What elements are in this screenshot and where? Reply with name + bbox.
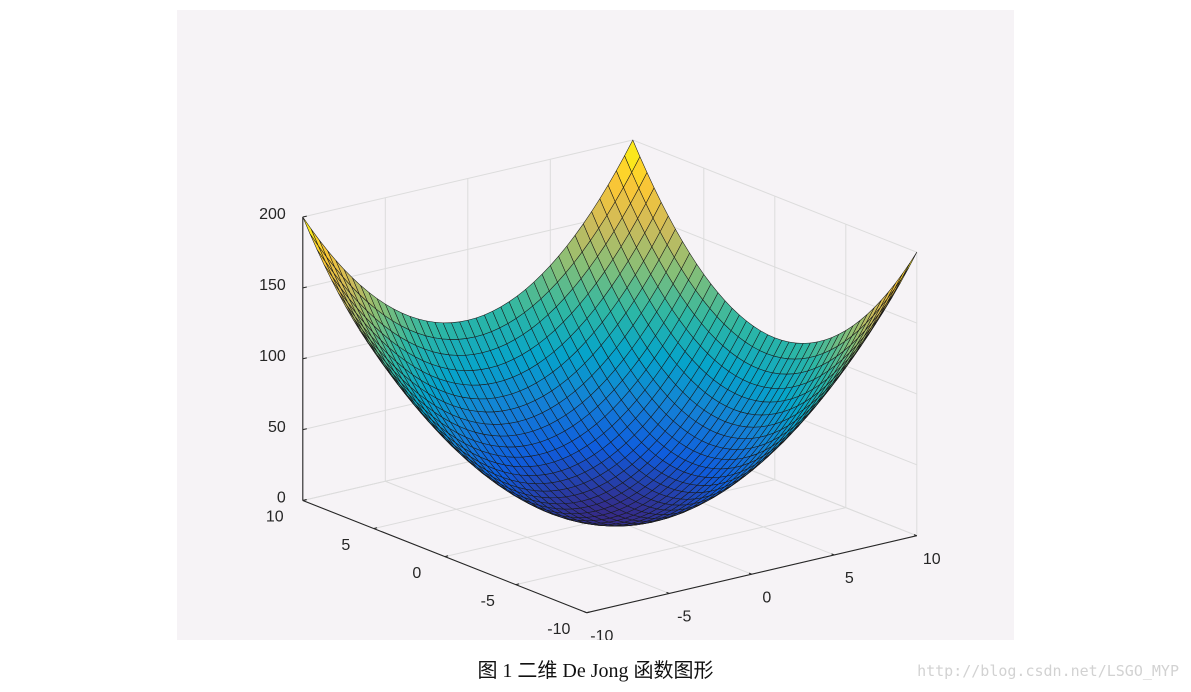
z-tick-mark (302, 499, 307, 502)
watermark: http://blog.csdn.net/LSGO_MYP (917, 662, 1179, 680)
z-tick-label: 100 (259, 348, 286, 365)
z-tick-label: 150 (259, 277, 286, 294)
y-tick-mark (515, 583, 520, 586)
y-tick-label: -5 (481, 593, 495, 610)
x-tick-label: -10 (590, 628, 613, 640)
y-tick-mark (444, 555, 449, 558)
y-tick-label: -10 (547, 621, 570, 638)
z-tick-mark (302, 215, 307, 218)
z-tick-label: 0 (277, 490, 286, 507)
x-tick-mark (831, 553, 835, 556)
grid-line (302, 139, 633, 218)
y-tick-mark (373, 527, 378, 530)
surface-mesh (302, 139, 918, 527)
x-tick-mark (913, 534, 918, 537)
x-tick-label: 10 (923, 551, 941, 568)
y-tick-label: 0 (412, 565, 421, 582)
x-tick-label: 5 (845, 570, 854, 587)
grid-line (302, 210, 633, 289)
grid-line (632, 139, 917, 253)
y-tick-label: 10 (266, 509, 284, 526)
x-tick-label: -5 (677, 609, 691, 626)
y-tick-mark (586, 611, 591, 614)
z-tick-label: 50 (268, 419, 286, 436)
z-tick-mark (302, 286, 307, 289)
figure-caption: 图 1 二维 De Jong 函数图形 (477, 660, 714, 682)
plot-area: -10 -5 0 5 10 -10 -5 0 5 10 0 50 100 150 200 (177, 10, 1014, 640)
x-tick-mark (666, 591, 670, 594)
surface-face (302, 216, 319, 246)
z-tick-mark (302, 428, 307, 431)
grid-line (632, 210, 917, 324)
x-tick-mark (583, 611, 588, 614)
z-tick-label: 200 (259, 206, 286, 223)
y-tick-label: 5 (341, 537, 350, 554)
x-tick-label: 0 (762, 589, 771, 606)
x-tick-mark (748, 572, 753, 575)
z-tick-mark (302, 357, 307, 360)
axes (302, 215, 918, 614)
surface-face (886, 273, 903, 300)
grid-line (515, 507, 846, 586)
